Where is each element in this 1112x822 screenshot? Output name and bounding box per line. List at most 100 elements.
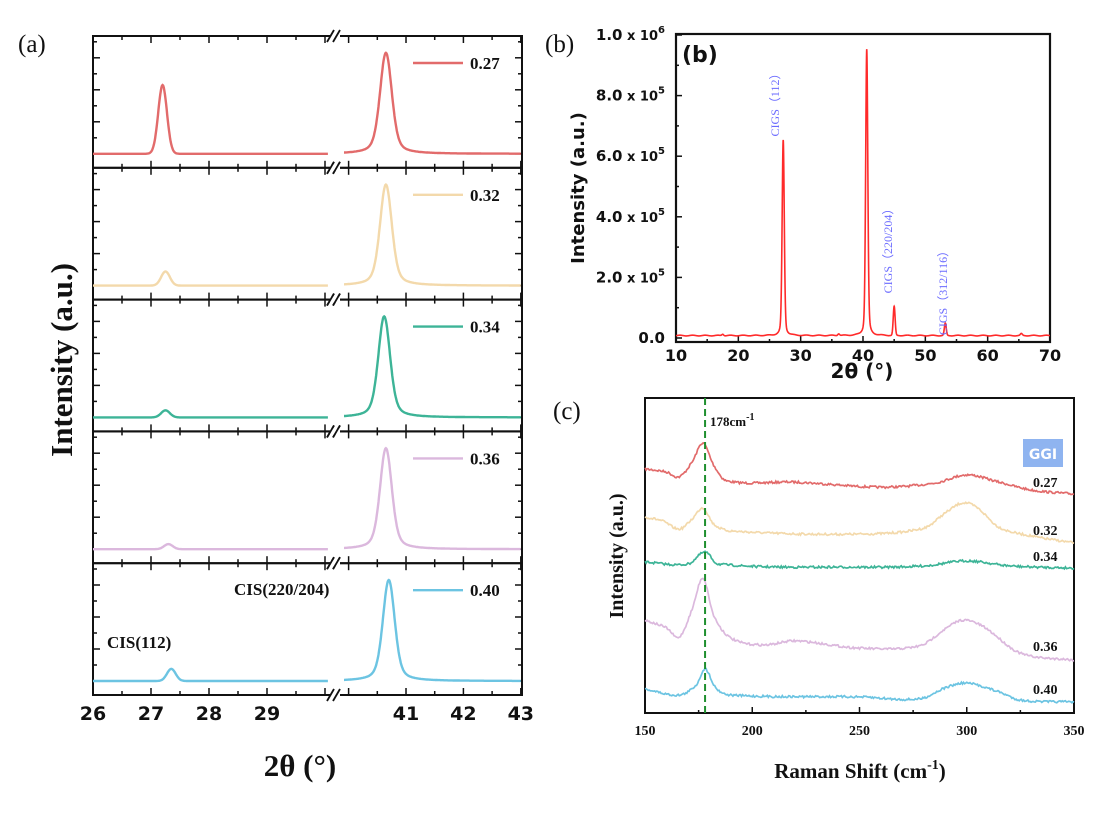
axis-break-gap [330, 428, 340, 435]
series-line-0.40 [93, 667, 328, 683]
legend-label: 0.32 [470, 186, 500, 205]
x-tick-label: 26 [80, 703, 106, 725]
subplot-frame [92, 298, 523, 433]
y-tick-mantissa: 6.0 [596, 147, 623, 165]
axis-break-mark [326, 424, 335, 438]
axis-break-gap [330, 692, 340, 698]
x-axis-label: Raman Shift (cm-1) [774, 758, 946, 783]
series-label: 0.34 [1033, 550, 1058, 565]
axis-break-mark [326, 293, 335, 307]
y-tick-exponent: 6 [658, 25, 665, 36]
y-axis-label: Intensity (a.u.) [44, 263, 79, 457]
y-tick-base: x 10 [623, 211, 659, 226]
y-tick-base: x 10 [623, 271, 659, 286]
raman-line-0.32 [644, 501, 1075, 545]
axis-break-gap [330, 560, 340, 567]
raman-line-0.40 [644, 667, 1075, 705]
series-line-0.27 [93, 83, 328, 155]
axis-break-gap [330, 33, 340, 39]
y-axis-label: Intensity (a.u.) [568, 112, 589, 264]
x-tick-label: 43 [508, 703, 534, 725]
x-tick-label: 350 [1064, 724, 1085, 739]
series-line-0.40 [344, 578, 521, 683]
axis-break-mark [326, 556, 335, 570]
legend-title-box [1023, 439, 1063, 467]
raman-line-0.36 [644, 577, 1075, 662]
y-tick-exponent: 5 [658, 86, 665, 97]
x-tick-label: 41 [393, 703, 419, 725]
axis-break-mark [332, 293, 341, 307]
reference-line-label: 178cm-1 [710, 412, 754, 429]
y-tick-mantissa: 0.0 [638, 329, 665, 347]
raman-line-0.27 [644, 441, 1075, 496]
x-tick-label: 60 [977, 346, 999, 365]
legend-label: 0.27 [470, 54, 500, 73]
series-label: 0.27 [1033, 476, 1058, 491]
subplot-0.32: 0.32 [92, 161, 523, 307]
axis-break-mark [332, 556, 341, 570]
inner-panel-label: (b) [682, 43, 718, 68]
y-tick-label: 4.0 x 105 [596, 207, 665, 226]
subplot-0.34: 0.34 [92, 293, 523, 438]
plot-frame [644, 397, 1075, 714]
y-tick-mantissa: 8.0 [596, 87, 623, 105]
subplot-0.40: 0.40 [92, 556, 523, 702]
axis-break-gap [330, 164, 340, 171]
x-tick-label: 42 [450, 703, 476, 725]
legend-label: 0.40 [470, 581, 500, 600]
y-tick-base: x 10 [623, 150, 659, 165]
x-tick-label: 300 [956, 724, 977, 739]
y-tick-label: 8.0 x 105 [596, 86, 665, 105]
series-line-0.34 [344, 314, 521, 419]
x-tick-label: 150 [635, 724, 656, 739]
axis-break-mark [332, 161, 341, 175]
panel-c-chart: 150 200 250 300 350 0.27 0.32 0.34 0.36 0.40 178cm… [606, 397, 1085, 783]
subplot-frame [92, 35, 523, 169]
y-tick-mantissa: 4.0 [596, 208, 623, 226]
axis-break-mark [326, 29, 335, 43]
axis-break-mark [326, 161, 335, 175]
y-tick-base: x 10 [623, 90, 659, 105]
y-tick-base: x 10 [623, 29, 659, 44]
subplot-0.27: 0.27 [92, 29, 523, 175]
annotation-cis-220-204: CIS(220/204) [234, 580, 329, 599]
raman-line-0.34 [644, 550, 1075, 571]
series-line-0.36 [344, 446, 521, 551]
y-tick-label: 1.0 x 106 [596, 25, 665, 44]
peak-label: CIGS（220/204） [881, 203, 895, 294]
series-line-0.27 [344, 51, 521, 155]
x-axis-label-sup: -1 [927, 758, 939, 773]
axis-break-mark [326, 688, 335, 702]
x-tick-label: 30 [790, 346, 812, 365]
x-tick-label: 27 [138, 703, 164, 725]
y-tick-exponent: 5 [658, 207, 665, 218]
x-axis-label: 2θ (°) [831, 359, 894, 383]
y-tick-exponent: 5 [658, 146, 665, 157]
subplot-frame [92, 562, 523, 697]
x-tick-label: 29 [254, 703, 280, 725]
x-axis-label-end: ) [939, 759, 946, 783]
axis-break-mark [332, 29, 341, 43]
panel-label-c: (c) [553, 398, 581, 425]
x-tick-label: 40 [852, 346, 874, 365]
panel-a-chart: 0.27 0.32 0.34 0.36 0.40 26 27 28 29 41 42 43 CIS(11… [44, 29, 534, 783]
axis-break-mark [332, 424, 341, 438]
series-label: 0.36 [1033, 640, 1058, 655]
plot-frame [674, 32, 1052, 344]
legend-label: 0.34 [470, 318, 500, 337]
y-tick-mantissa: 2.0 [596, 268, 623, 286]
axis-break-mark [332, 688, 341, 702]
x-tick-label: 70 [1039, 346, 1061, 365]
x-tick-label: 50 [914, 346, 936, 365]
x-tick-label: 200 [742, 724, 763, 739]
y-tick-exponent: 5 [658, 267, 665, 278]
annotation-cis-112: CIS(112) [107, 633, 171, 652]
panel-label-a: (a) [18, 31, 46, 58]
subplot-frame [92, 166, 523, 301]
subplot-frame [92, 430, 523, 565]
x-tick-label: 20 [727, 346, 749, 365]
legend-title: GGI [1029, 447, 1057, 463]
y-tick-label: 6.0 x 105 [596, 146, 665, 165]
